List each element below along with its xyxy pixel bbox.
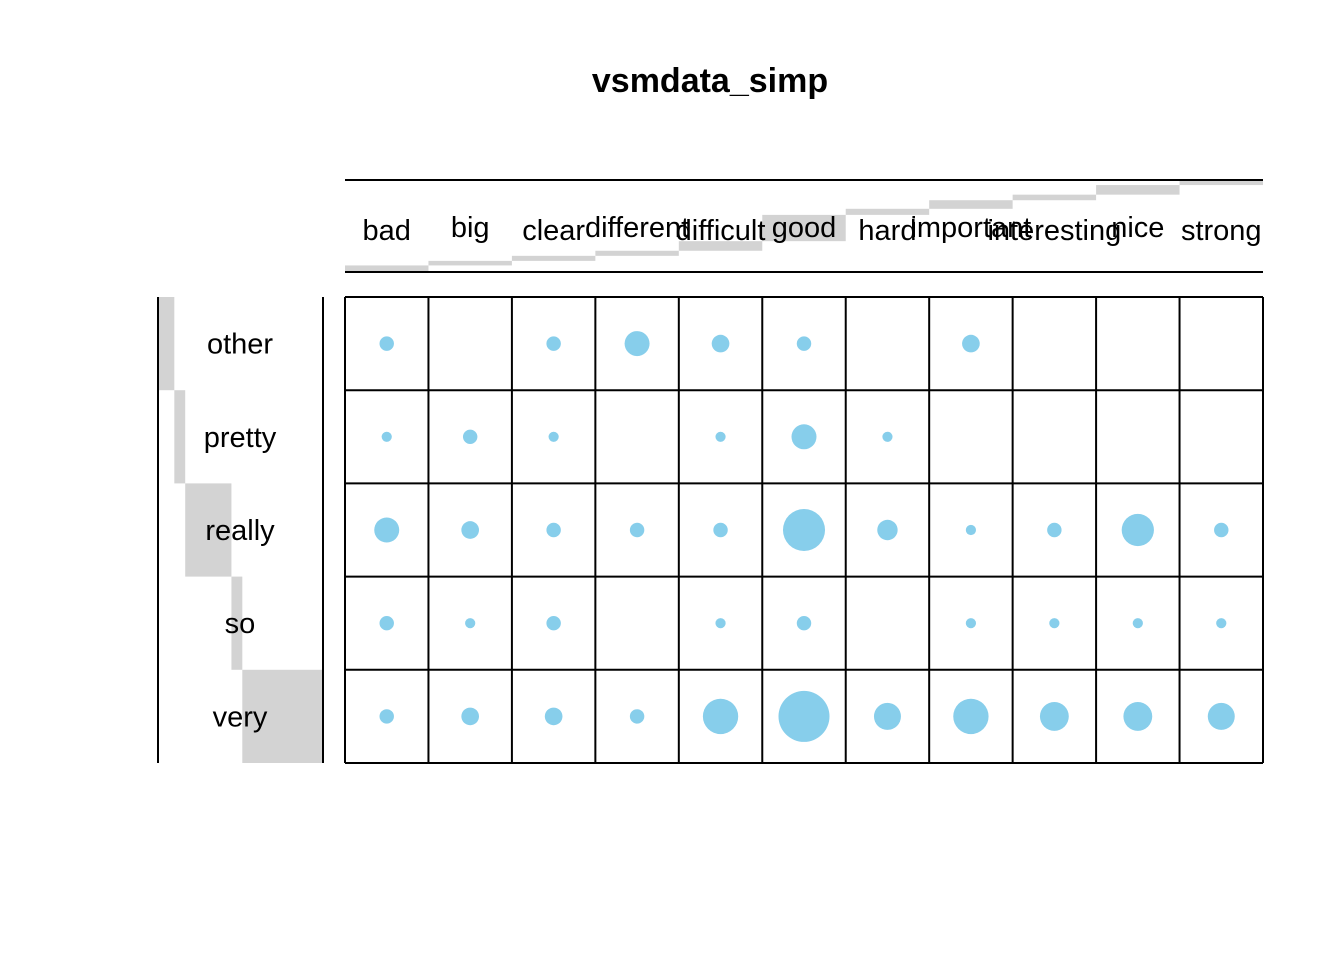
balloon-very-big	[461, 707, 480, 726]
balloon-really-hard	[877, 519, 898, 541]
balloon-so-strong	[1216, 618, 1227, 629]
balloon-really-good	[782, 508, 826, 552]
column-bar-nice	[1096, 185, 1180, 195]
column-bar-difficult	[678, 241, 763, 251]
column-bar-clear	[511, 255, 596, 261]
data-points	[374, 331, 1235, 742]
balloon-pretty-clear	[548, 431, 559, 442]
balloon-really-different	[629, 522, 645, 538]
balloon-very-hard	[873, 702, 901, 730]
column-label-good: good	[772, 212, 837, 244]
column-bar-hard	[845, 208, 930, 215]
balloon-very-bad	[379, 709, 394, 724]
balloon-other-clear	[546, 336, 561, 351]
column-marginal-bars	[345, 180, 1263, 272]
balloon-very-important	[953, 698, 989, 735]
balloon-so-nice	[1132, 618, 1143, 629]
column-label-important: important	[910, 212, 1031, 244]
column-bar-good	[762, 214, 846, 242]
grid-lines	[344, 296, 1264, 764]
row-bar-very	[242, 669, 323, 763]
balloon-really-important	[965, 524, 977, 536]
column-label-big: big	[451, 212, 490, 244]
column-bar-bad	[345, 265, 429, 272]
balloon-other-good	[796, 336, 812, 351]
row-label-other: other	[207, 329, 273, 361]
balloon-very-strong	[1207, 702, 1235, 730]
chart-frame	[157, 179, 1263, 763]
balloon-pretty-bad	[381, 431, 392, 442]
balloon-very-different	[629, 709, 645, 724]
row-labels: other pretty really so very	[204, 329, 277, 734]
column-bar-different	[595, 250, 679, 256]
balloon-very-difficult	[702, 698, 739, 735]
column-label-bad: bad	[363, 215, 411, 247]
balloon-other-important	[962, 334, 980, 353]
column-label-clear: clear	[522, 215, 585, 247]
balloon-really-interesting	[1047, 522, 1062, 538]
balloon-so-good	[796, 615, 812, 631]
balloon-so-important	[965, 618, 977, 629]
balloon-very-interesting	[1039, 701, 1069, 731]
row-label-so: so	[225, 608, 256, 640]
balloon-very-clear	[544, 707, 563, 726]
chart-title: vsmdata_simp	[592, 62, 828, 100]
column-label-hard: hard	[858, 215, 916, 247]
balloon-so-difficult	[715, 618, 726, 629]
balloon-so-interesting	[1049, 618, 1060, 629]
balloon-really-big	[461, 521, 480, 539]
row-marginal-bars	[158, 297, 323, 763]
balloon-pretty-good	[791, 424, 817, 450]
balloon-so-big	[465, 618, 476, 629]
balloon-really-difficult	[713, 522, 728, 538]
row-bar-pretty	[174, 390, 186, 484]
balloon-so-clear	[546, 615, 561, 631]
column-label-strong: strong	[1181, 215, 1262, 247]
balloon-so-bad	[379, 615, 394, 631]
balloon-really-nice	[1121, 513, 1154, 547]
column-bar-big	[428, 260, 512, 266]
row-label-really: really	[205, 515, 275, 547]
balloon-really-clear	[546, 522, 561, 538]
column-label-difficult: difficult	[676, 215, 766, 247]
column-bar-strong	[1179, 180, 1263, 186]
column-label-different: different	[585, 212, 689, 244]
row-bar-so	[231, 576, 243, 670]
row-bar-really	[185, 483, 232, 577]
balloon-pretty-hard	[882, 431, 893, 442]
balloon-really-strong	[1214, 522, 1229, 538]
column-label-interesting: interesting	[987, 215, 1121, 247]
row-label-pretty: pretty	[204, 422, 277, 454]
column-bar-interesting	[1012, 194, 1097, 201]
column-bar-important	[929, 200, 1013, 209]
balloon-pretty-big	[462, 429, 478, 445]
balloon-other-bad	[379, 336, 394, 351]
column-label-nice: nice	[1111, 212, 1164, 244]
row-label-very: very	[213, 701, 268, 733]
row-bar-other	[158, 297, 175, 391]
balloon-other-difficult	[711, 334, 730, 353]
balloon-very-nice	[1123, 701, 1153, 731]
balloon-really-bad	[374, 517, 400, 543]
balloon-pretty-difficult	[715, 431, 726, 442]
balloon-very-good	[778, 690, 830, 742]
balloon-other-different	[624, 331, 650, 357]
